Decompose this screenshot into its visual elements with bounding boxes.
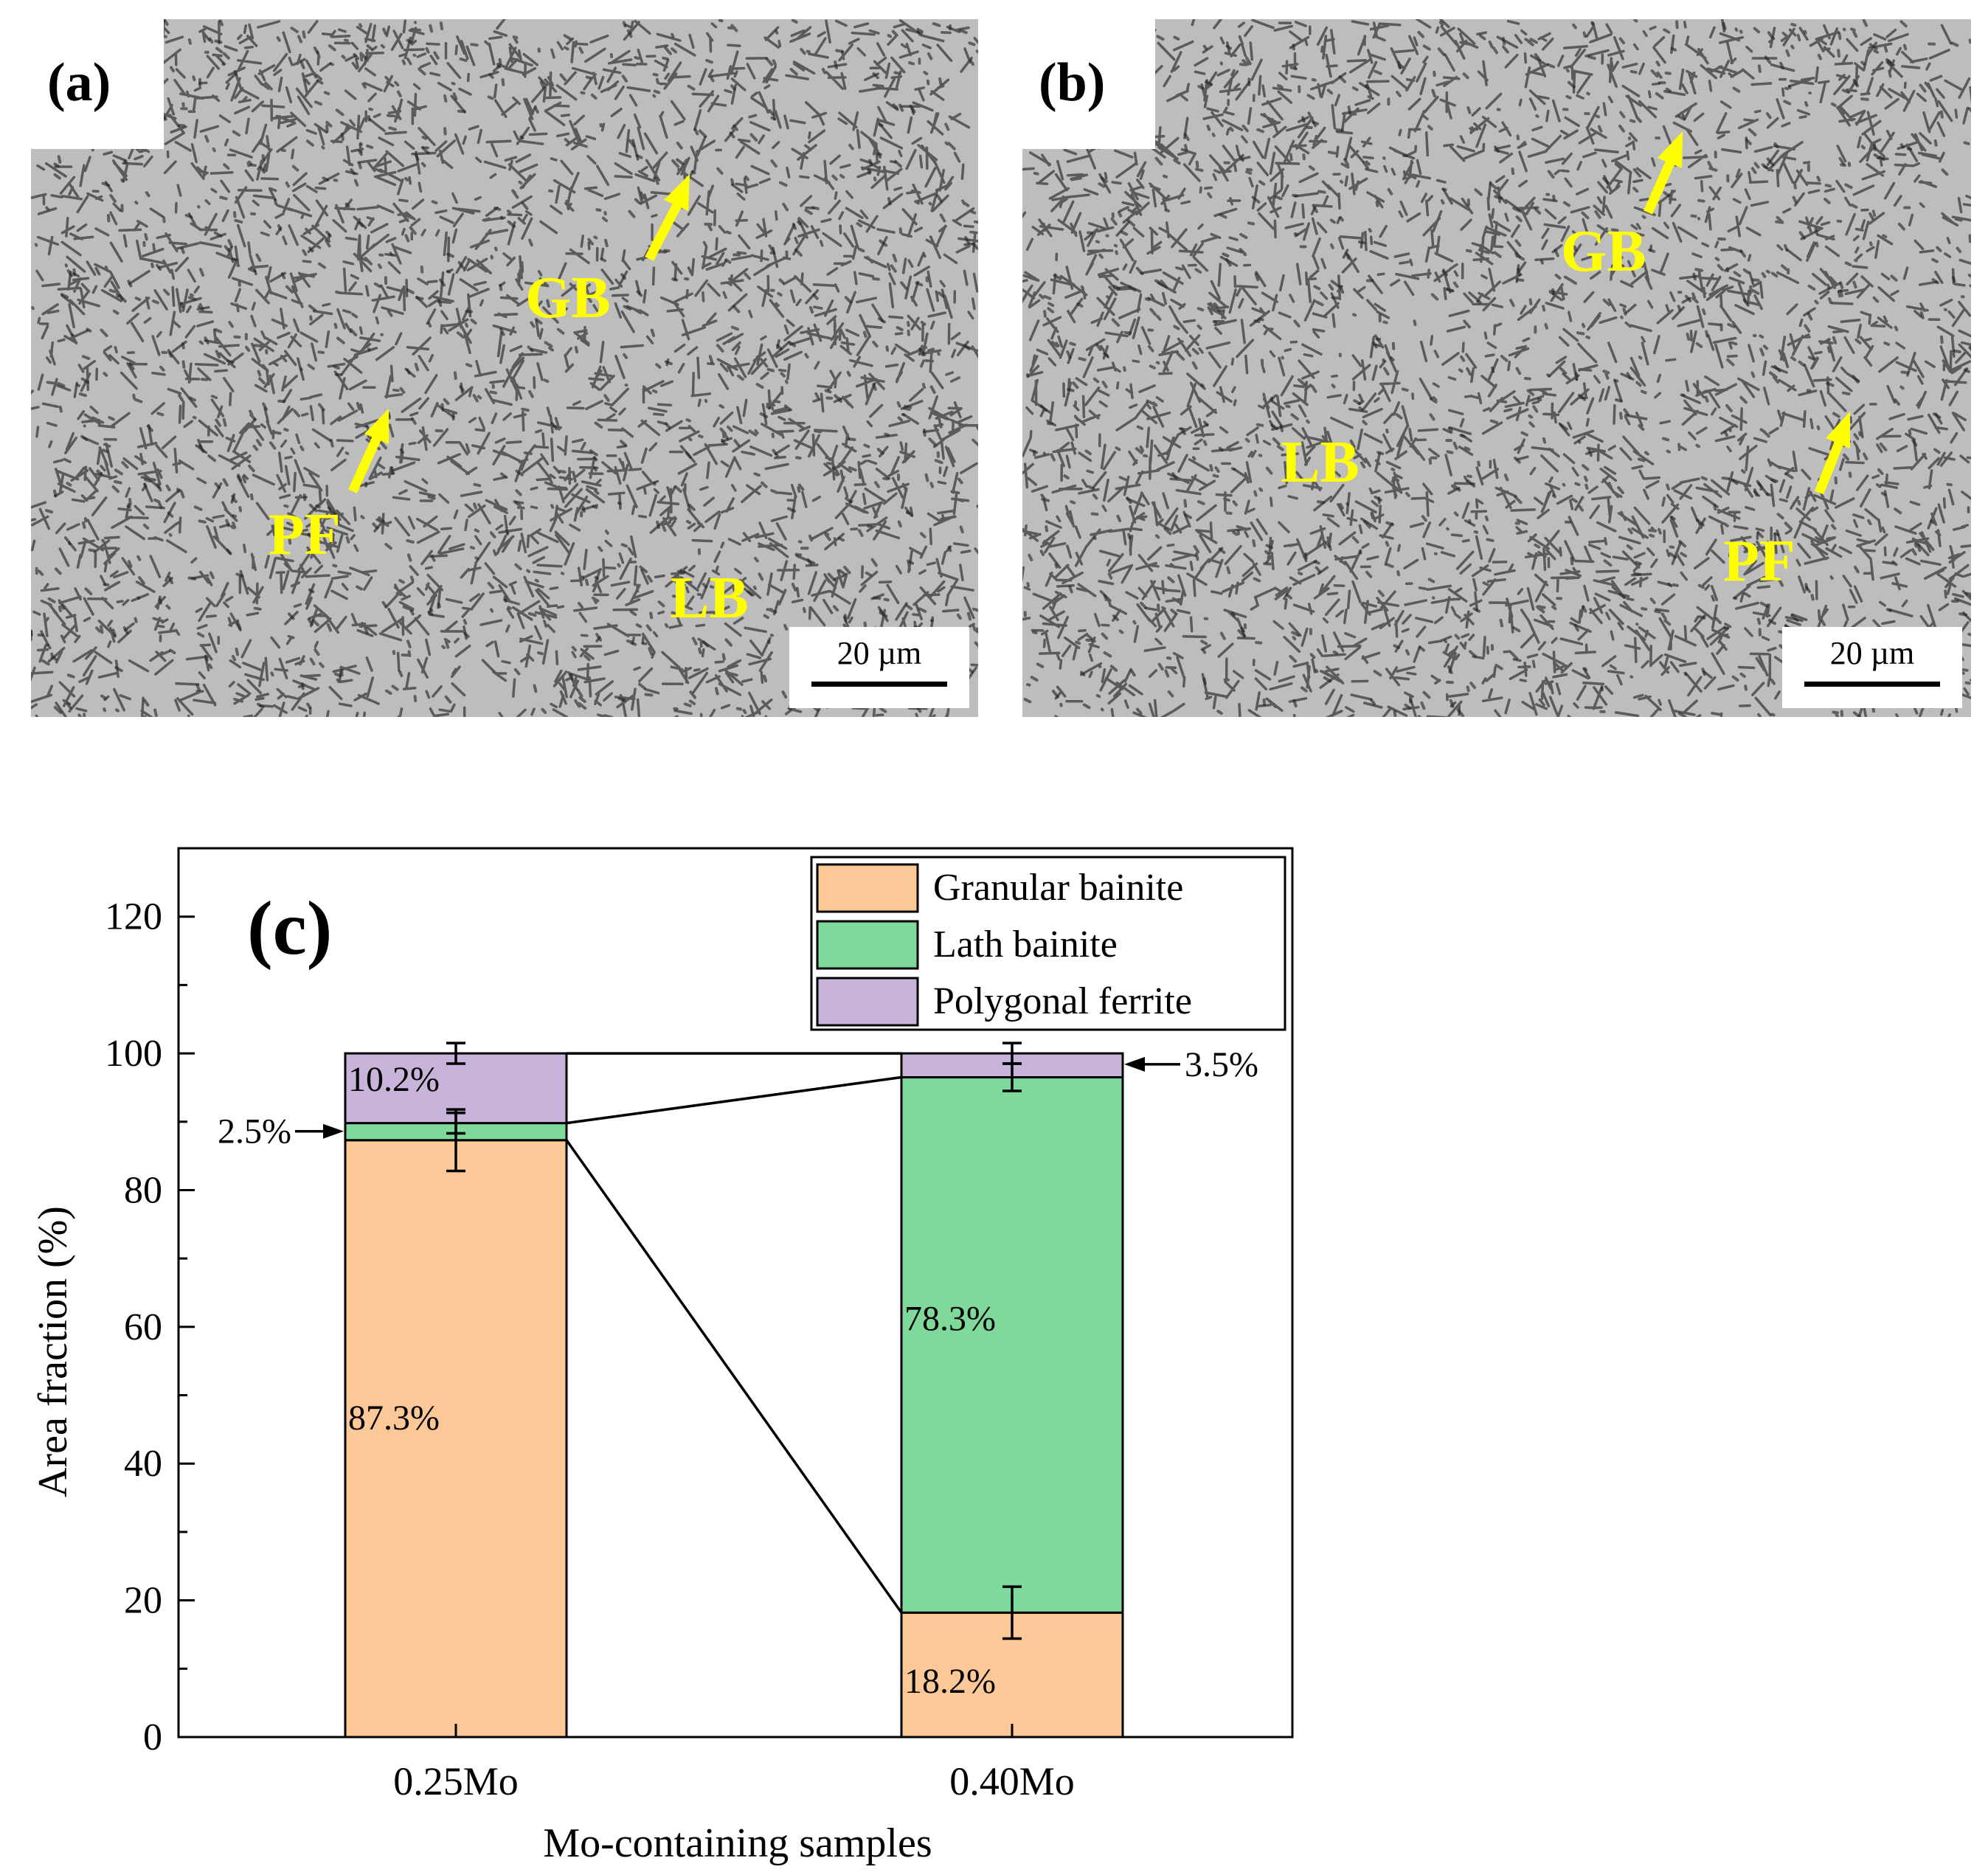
x-axis-title: Mo-containing samples bbox=[543, 1820, 932, 1866]
y-tick-label: 100 bbox=[105, 1033, 162, 1075]
micrograph-b: (b) GB LB PF 20 µm bbox=[1022, 19, 1971, 717]
data-label-lath-0: 2.5% bbox=[218, 1112, 291, 1151]
y-tick-label: 40 bbox=[124, 1443, 162, 1485]
x-tick-label: 0.25Mo bbox=[393, 1759, 519, 1803]
micrograph-a-texture bbox=[31, 19, 978, 717]
micrograph-dots bbox=[1022, 19, 1971, 717]
data-label-granular-0: 87.3% bbox=[348, 1399, 440, 1438]
data-label-lath-1: 78.3% bbox=[904, 1299, 996, 1338]
data-label-granular-1: 18.2% bbox=[904, 1662, 996, 1701]
arrowhead-pf-a bbox=[364, 409, 389, 444]
arrowhead-polygonal-1 bbox=[1124, 1056, 1145, 1072]
connector-line bbox=[565, 1139, 903, 1614]
legend-label: Lath bainite bbox=[933, 923, 1118, 966]
micrograph-b-texture bbox=[1022, 19, 1971, 717]
y-tick-label: 20 bbox=[124, 1580, 162, 1622]
phase-label-gb-a: GB bbox=[525, 266, 611, 330]
x-tick-label: 0.40Mo bbox=[949, 1759, 1075, 1803]
bar-segment bbox=[344, 1139, 568, 1739]
arrows-a bbox=[348, 174, 690, 493]
panel-label-box-a: (a) bbox=[31, 19, 164, 149]
connector-line bbox=[566, 1075, 902, 1125]
y-tick-label: 120 bbox=[105, 896, 162, 938]
micrograph-a: (a) GB PF LB 20 µm bbox=[31, 19, 978, 717]
y-axis-title: Area fraction (%) bbox=[30, 1206, 76, 1497]
scale-bar-label-a: 20 µm bbox=[837, 635, 922, 671]
phase-label-pf-b: PF bbox=[1723, 529, 1795, 594]
y-tick-label: 60 bbox=[124, 1306, 162, 1348]
legend-swatch bbox=[816, 920, 919, 970]
panel-label-c: (c) bbox=[247, 886, 332, 971]
scale-bar-box-b: 20 µm bbox=[1782, 627, 1962, 708]
micrograph-dots bbox=[31, 19, 978, 717]
plot-frame bbox=[177, 847, 1294, 1739]
data-label-polygonal-1: 3.5% bbox=[1185, 1045, 1258, 1084]
legend-label: Granular bainite bbox=[933, 867, 1183, 909]
scale-bar-box-a: 20 µm bbox=[789, 627, 969, 708]
arrowhead-gb-a bbox=[664, 174, 690, 211]
stacked-bar-chart: 0 20 40 60 80 100 120 0.25Mo 0.40Mo 87.3% 10.2% 18.… bbox=[30, 847, 1294, 1866]
y-tick-label: 0 bbox=[143, 1716, 162, 1758]
data-label-polygonal-0: 10.2% bbox=[348, 1060, 440, 1099]
panel-label-b: (b) bbox=[1039, 52, 1106, 113]
y-tick-label: 80 bbox=[124, 1169, 162, 1211]
arrowhead-gb-b bbox=[1658, 131, 1683, 168]
arrow-pf-a bbox=[348, 434, 382, 493]
arrow-gb-b bbox=[1644, 157, 1676, 215]
phase-label-lb-a: LB bbox=[670, 566, 749, 631]
phase-label-pf-a: PF bbox=[269, 502, 341, 567]
scale-bar-label-b: 20 µm bbox=[1829, 635, 1915, 671]
arrowhead-lath-0 bbox=[323, 1123, 344, 1139]
bar-segment bbox=[900, 1076, 1124, 1614]
micrograph-streaks bbox=[31, 19, 978, 717]
panel-label-box-b: (b) bbox=[1022, 19, 1155, 149]
legend-swatch bbox=[816, 977, 919, 1027]
micrograph-streaks bbox=[1022, 19, 1971, 717]
arrow-gb-a bbox=[645, 200, 683, 261]
arrow-pf-b bbox=[1814, 439, 1845, 495]
arrowhead-pf-b bbox=[1826, 412, 1850, 448]
arrows-b bbox=[1644, 131, 1850, 495]
legend-label: Polygonal ferrite bbox=[933, 980, 1192, 1022]
legend-swatch bbox=[816, 863, 919, 913]
scale-bar-a bbox=[811, 682, 947, 687]
phase-label-gb-b: GB bbox=[1561, 219, 1646, 284]
panel-label-a: (a) bbox=[47, 52, 111, 113]
scale-bar-b bbox=[1804, 682, 1940, 687]
phase-label-lb-b: LB bbox=[1281, 430, 1360, 495]
